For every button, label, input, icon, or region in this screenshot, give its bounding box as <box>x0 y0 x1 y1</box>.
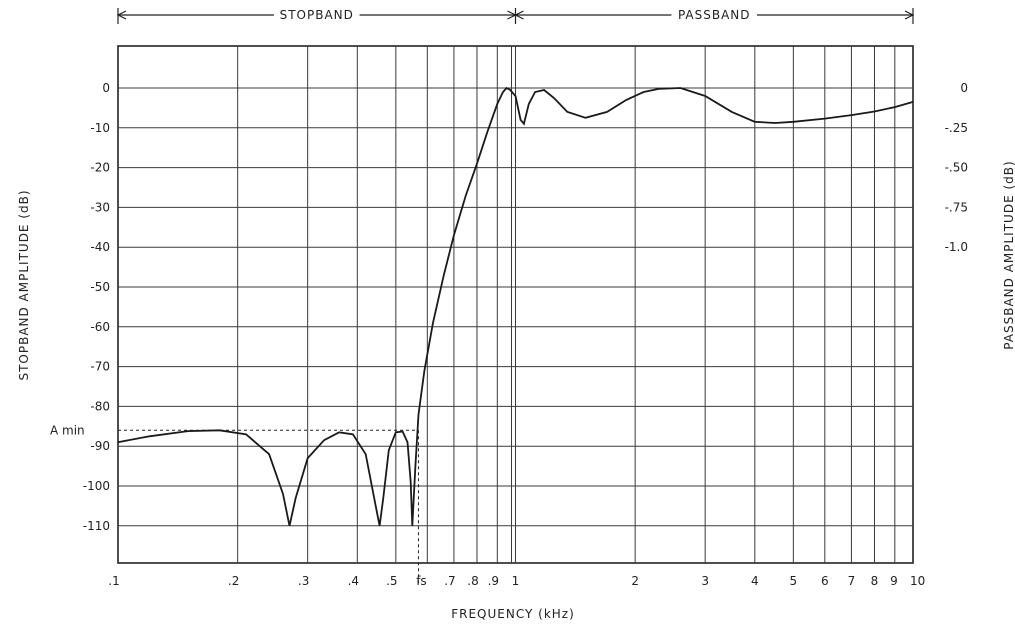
y-axis-label-left: STOPBAND AMPLITUDE (dB) <box>17 189 31 380</box>
band-arrowhead <box>116 10 127 20</box>
x-tick-label: fs <box>416 574 426 588</box>
y-axis-label-right: PASSBAND AMPLITUDE (dB) <box>1002 160 1015 349</box>
band-label-passband: PASSBAND <box>678 8 751 22</box>
y-left-tick-label: 0 <box>102 81 110 95</box>
x-tick-label: 7 <box>848 574 856 588</box>
y-left-tick-label: -110 <box>83 519 110 533</box>
y-right-tick-label: -.25 <box>945 121 968 135</box>
y-left-tick-label: -50 <box>90 280 110 294</box>
x-tick-label: 6 <box>821 574 829 588</box>
x-tick-label: 3 <box>701 574 709 588</box>
x-tick-label: .7 <box>444 574 455 588</box>
x-tick-label: 4 <box>751 574 759 588</box>
grid-layer <box>117 45 914 564</box>
y-left-tick-label: -20 <box>90 161 110 175</box>
y-right-tick-label: -1.0 <box>945 240 968 254</box>
band-arrowhead <box>904 10 915 20</box>
x-tick-label: 1 <box>512 574 520 588</box>
y-left-tick-label: -100 <box>83 479 110 493</box>
y-left-tick-label: -10 <box>90 121 110 135</box>
amin-annotation: A min <box>50 423 419 583</box>
band-arrowhead <box>514 10 524 20</box>
y-left-tick-label: -70 <box>90 360 110 374</box>
x-tick-label: .2 <box>228 574 239 588</box>
x-tick-label: .5 <box>386 574 397 588</box>
x-axis-label: FREQUENCY (kHz) <box>451 607 575 621</box>
y-right-tick-label: 0 <box>960 81 968 95</box>
tick-labels: .1 .2 .3 .4 .5 fs .7 .8 .9 1 2 3 4 5 6 7 8 9 10 0 -10 -20 -30 -… <box>83 81 968 588</box>
x-tick-label: 9 <box>890 574 898 588</box>
curve-layer <box>117 86 914 526</box>
x-tick-label: .3 <box>298 574 309 588</box>
band-label-stopband: STOPBAND <box>280 8 354 22</box>
y-left-tick-label: -60 <box>90 320 110 334</box>
x-tick-label: .1 <box>108 574 119 588</box>
amin-label: A min <box>50 423 85 437</box>
x-tick-label: .4 <box>348 574 359 588</box>
y-left-tick-label: -80 <box>90 399 110 413</box>
y-left-tick-label: -30 <box>90 200 110 214</box>
x-tick-label: .9 <box>488 574 499 588</box>
y-right-tick-label: -.75 <box>945 200 968 214</box>
x-tick-label: 5 <box>790 574 798 588</box>
response-curve-0 <box>117 86 914 526</box>
y-right-tick-label: -.50 <box>945 161 968 175</box>
x-tick-label: .8 <box>467 574 478 588</box>
y-left-tick-label: -40 <box>90 240 110 254</box>
x-tick-label: 10 <box>910 574 925 588</box>
y-left-tick-label: -90 <box>90 439 110 453</box>
band-header: STOPBAND PASSBAND <box>116 8 915 24</box>
x-tick-label: 8 <box>871 574 879 588</box>
x-tick-label: 2 <box>631 574 639 588</box>
